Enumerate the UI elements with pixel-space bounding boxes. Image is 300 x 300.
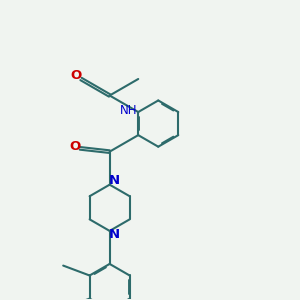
Text: O: O <box>69 140 81 153</box>
Text: NH: NH <box>120 104 138 117</box>
Text: O: O <box>70 69 82 82</box>
Text: N: N <box>109 174 120 187</box>
Text: N: N <box>109 228 120 241</box>
